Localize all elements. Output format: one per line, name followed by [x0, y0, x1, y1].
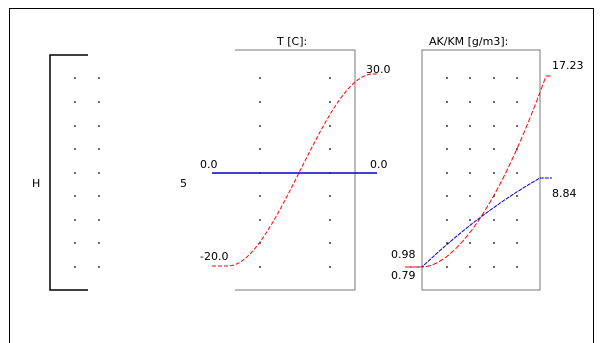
grid-dot: [98, 172, 100, 174]
grid-dot: [516, 266, 518, 268]
grid-dot: [74, 242, 76, 244]
grid-dot: [98, 195, 100, 197]
h-axis-label: H: [32, 177, 41, 190]
grid-dot: [259, 195, 261, 197]
humidity-panel-box: [421, 49, 541, 291]
grid-dot: [329, 195, 331, 197]
grid-dot: [469, 125, 471, 127]
ak-line: [405, 75, 552, 268]
grid-dot: [446, 101, 448, 103]
grid-dot: [493, 219, 495, 221]
grid-dot: [329, 242, 331, 244]
grid-dot: [469, 242, 471, 244]
grid-dot: [516, 77, 518, 79]
grid-dot: [516, 101, 518, 103]
humidity-start-upper-label: 0.98: [391, 248, 416, 261]
km-line: [405, 177, 552, 268]
grid-dot: [493, 266, 495, 268]
grid-dot: [74, 266, 76, 268]
humidity-start-lower-label: 0.79: [391, 269, 416, 282]
temperature-end-label: 30.0: [366, 63, 391, 76]
grid-dot: [98, 125, 100, 127]
grid-dot: [259, 77, 261, 79]
grid-dot: [259, 101, 261, 103]
grid-dot: [493, 148, 495, 150]
h-panel-bracket: [49, 54, 88, 291]
grid-dot: [469, 148, 471, 150]
grid-dot: [516, 125, 518, 127]
temperature-side-label: 5: [180, 177, 187, 190]
grid-dot: [98, 266, 100, 268]
grid-dot: [259, 148, 261, 150]
grid-dot: [329, 125, 331, 127]
grid-dot: [469, 101, 471, 103]
grid-dot: [446, 77, 448, 79]
humidity-title: AK/KM [g/m3]:: [429, 35, 509, 48]
grid-dot: [516, 172, 518, 174]
grid-dot: [469, 219, 471, 221]
grid-dot: [74, 219, 76, 221]
grid-dot: [329, 101, 331, 103]
grid-dot: [493, 77, 495, 79]
humidity-panel: [405, 49, 552, 291]
grid-dot: [98, 148, 100, 150]
grid-dot: [329, 219, 331, 221]
h-panel-grid-dots: [74, 77, 100, 268]
temperature-title: T [C]:: [277, 35, 308, 48]
grid-dot: [516, 219, 518, 221]
temperature-center-left-label: 0.0: [200, 158, 218, 171]
grid-dot: [493, 101, 495, 103]
grid-dot: [74, 125, 76, 127]
temperature-panel-box: [235, 49, 356, 291]
grid-dot: [74, 77, 76, 79]
grid-dot: [446, 125, 448, 127]
grid-dot: [329, 266, 331, 268]
grid-dot: [469, 195, 471, 197]
grid-dot: [74, 148, 76, 150]
grid-dot: [469, 77, 471, 79]
grid-dot: [329, 77, 331, 79]
grid-dot: [98, 77, 100, 79]
grid-dot: [98, 101, 100, 103]
grid-dot: [446, 219, 448, 221]
grid-dot: [259, 266, 261, 268]
grid-dot: [446, 148, 448, 150]
temperature-line: [212, 73, 377, 267]
temperature-panel: [212, 49, 377, 291]
grid-dot: [329, 148, 331, 150]
h-panel: [49, 54, 100, 291]
grid-dot: [516, 242, 518, 244]
grid-dot: [259, 219, 261, 221]
grid-dot: [493, 242, 495, 244]
grid-dot: [74, 195, 76, 197]
plot-frame: [9, 8, 594, 343]
grid-dot: [493, 125, 495, 127]
grid-dot: [516, 148, 518, 150]
humidity-end-upper-label: 17.23: [552, 59, 584, 72]
grid-dot: [74, 172, 76, 174]
grid-dot: [446, 172, 448, 174]
humidity-end-lower-label: 8.84: [552, 187, 577, 200]
grid-dot: [493, 172, 495, 174]
temperature-start-label: -20.0: [200, 250, 229, 263]
grid-dot: [74, 101, 76, 103]
grid-dot: [98, 242, 100, 244]
grid-dot: [446, 266, 448, 268]
grid-dot: [469, 266, 471, 268]
grid-dot: [446, 195, 448, 197]
temperature-center-right-label: 0.0: [370, 158, 388, 171]
humidity-grid-dots: [446, 77, 518, 268]
grid-dot: [98, 219, 100, 221]
grid-dot: [259, 125, 261, 127]
grid-dot: [516, 195, 518, 197]
grid-dot: [469, 172, 471, 174]
